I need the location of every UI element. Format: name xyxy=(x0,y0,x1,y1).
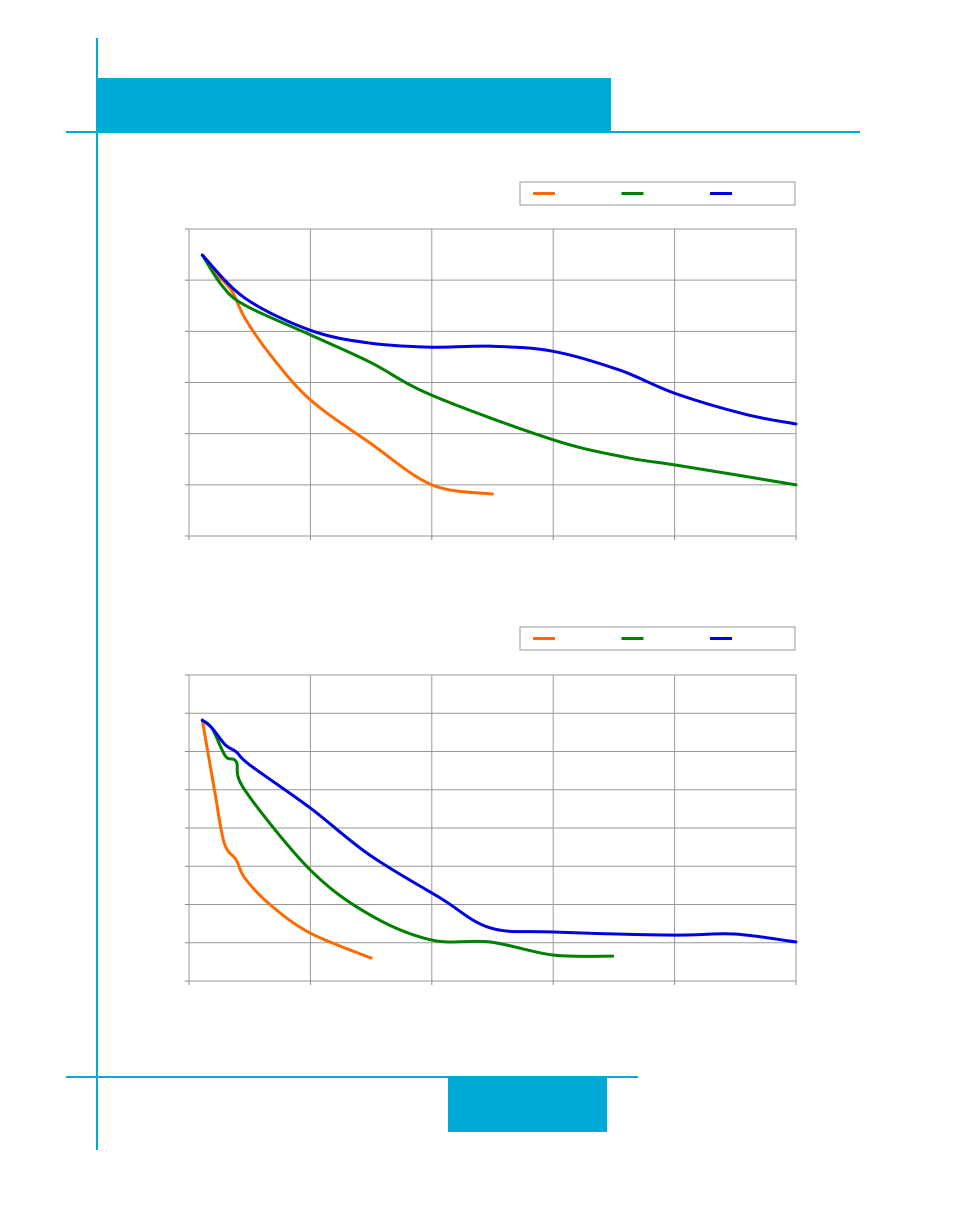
line-series xyxy=(200,718,798,944)
line-series xyxy=(200,718,373,960)
header-band xyxy=(97,78,611,133)
legend xyxy=(519,626,796,651)
line-series xyxy=(200,253,798,426)
line-series xyxy=(200,718,615,958)
footer-band xyxy=(448,1077,607,1132)
line-series xyxy=(200,253,798,487)
legend xyxy=(519,181,796,206)
line-series xyxy=(200,253,494,496)
